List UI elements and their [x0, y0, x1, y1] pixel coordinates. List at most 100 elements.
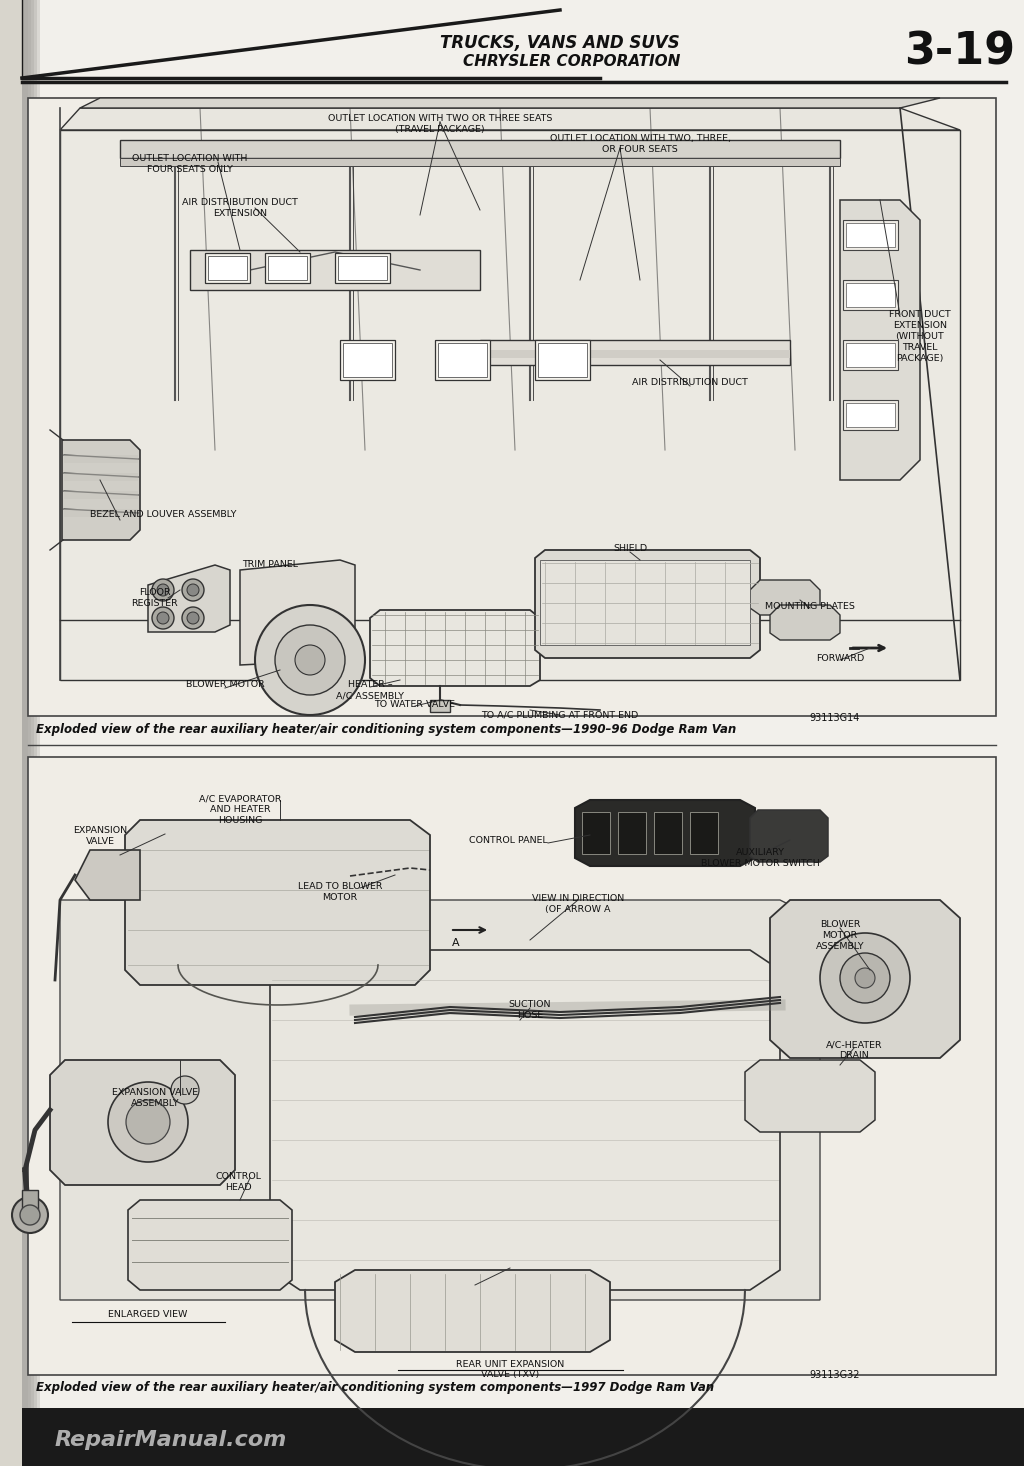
- Polygon shape: [75, 850, 140, 900]
- Polygon shape: [148, 564, 230, 632]
- Text: LEAD TO BLOWER
MOTOR: LEAD TO BLOWER MOTOR: [298, 883, 382, 902]
- Bar: [22, 0, 28, 1466]
- Text: SUCTION
HOSE: SUCTION HOSE: [509, 1000, 551, 1020]
- Bar: [430, 699, 450, 712]
- Bar: [846, 403, 895, 427]
- Bar: [338, 257, 387, 280]
- Bar: [843, 340, 898, 369]
- Polygon shape: [60, 108, 961, 130]
- Bar: [28, 756, 996, 1375]
- Text: A/C-HEATER
DRAIN: A/C-HEATER DRAIN: [825, 1039, 883, 1060]
- Text: TO A/C PLUMBING AT FRONT END: TO A/C PLUMBING AT FRONT END: [481, 710, 639, 718]
- Text: OUTLET LOCATION WITH TWO, THREE,
OR FOUR SEATS: OUTLET LOCATION WITH TWO, THREE, OR FOUR…: [550, 133, 730, 154]
- Circle shape: [108, 1082, 188, 1163]
- Circle shape: [187, 583, 199, 597]
- Polygon shape: [190, 251, 480, 290]
- Circle shape: [171, 1076, 199, 1104]
- Text: AIR DISTRIBUTION DUCT
EXTENSION: AIR DISTRIBUTION DUCT EXTENSION: [182, 198, 298, 218]
- Circle shape: [840, 953, 890, 1003]
- Bar: [690, 812, 718, 855]
- Bar: [268, 257, 307, 280]
- Bar: [22, 1407, 1024, 1466]
- Bar: [618, 812, 646, 855]
- Circle shape: [157, 611, 169, 625]
- Text: BLOWER
MOTOR
ASSEMBLY: BLOWER MOTOR ASSEMBLY: [816, 921, 864, 951]
- Polygon shape: [125, 819, 430, 985]
- Text: AUXILIARY
BLOWER MOTOR SWITCH: AUXILIARY BLOWER MOTOR SWITCH: [700, 847, 819, 868]
- Bar: [28, 98, 996, 715]
- Text: RepairManual.com: RepairManual.com: [55, 1429, 288, 1450]
- Text: FLOOR
REGISTER: FLOOR REGISTER: [132, 588, 178, 608]
- Polygon shape: [770, 605, 840, 641]
- Circle shape: [820, 932, 910, 1023]
- Bar: [63, 454, 138, 463]
- Text: Exploded view of the rear auxiliary heater/air conditioning system components—19: Exploded view of the rear auxiliary heat…: [36, 1381, 714, 1394]
- Bar: [435, 340, 490, 380]
- Circle shape: [855, 968, 874, 988]
- Circle shape: [20, 1205, 40, 1226]
- Bar: [22, 0, 40, 1466]
- Circle shape: [187, 611, 199, 625]
- Circle shape: [182, 579, 204, 601]
- Text: CHRYSLER CORPORATION: CHRYSLER CORPORATION: [463, 54, 680, 69]
- Bar: [343, 343, 392, 377]
- Polygon shape: [62, 440, 140, 539]
- Polygon shape: [60, 130, 961, 680]
- Text: ENLARGED VIEW: ENLARGED VIEW: [109, 1311, 187, 1319]
- Polygon shape: [480, 340, 790, 365]
- Text: A/C EVAPORATOR
AND HEATER
HOUSING: A/C EVAPORATOR AND HEATER HOUSING: [199, 795, 282, 825]
- Bar: [846, 283, 895, 306]
- Text: TRUCKS, VANS AND SUVS: TRUCKS, VANS AND SUVS: [440, 34, 680, 51]
- Text: 93113G32: 93113G32: [810, 1371, 860, 1380]
- Text: A: A: [453, 938, 460, 949]
- Text: EXPANSION VALVE
ASSEMBLY: EXPANSION VALVE ASSEMBLY: [112, 1088, 198, 1108]
- Polygon shape: [840, 199, 920, 479]
- Text: 3-19: 3-19: [904, 31, 1016, 73]
- Circle shape: [182, 607, 204, 629]
- Polygon shape: [575, 800, 755, 866]
- Polygon shape: [80, 98, 940, 108]
- Polygon shape: [270, 950, 780, 1290]
- Text: SHIELD: SHIELD: [613, 544, 647, 553]
- Circle shape: [255, 605, 365, 715]
- Text: HEATER –
A/C ASSEMBLY: HEATER – A/C ASSEMBLY: [336, 680, 404, 701]
- Text: REAR UNIT EXPANSION
VALVE (TXV): REAR UNIT EXPANSION VALVE (TXV): [456, 1360, 564, 1380]
- Text: OUTLET LOCATION WITH
FOUR SEATS ONLY: OUTLET LOCATION WITH FOUR SEATS ONLY: [132, 154, 248, 174]
- Polygon shape: [60, 900, 820, 1300]
- Polygon shape: [745, 1060, 874, 1132]
- Text: TO WATER VALVE: TO WATER VALVE: [375, 699, 456, 710]
- Text: FORWARD: FORWARD: [816, 654, 864, 663]
- Bar: [208, 257, 247, 280]
- Text: Exploded view of the rear auxiliary heater/air conditioning system components—19: Exploded view of the rear auxiliary heat…: [36, 724, 736, 736]
- Polygon shape: [750, 811, 828, 862]
- Bar: [340, 340, 395, 380]
- Text: CONTROL PANEL: CONTROL PANEL: [469, 836, 548, 844]
- Text: 93113G14: 93113G14: [810, 712, 860, 723]
- Bar: [846, 343, 895, 366]
- Bar: [654, 812, 682, 855]
- Circle shape: [295, 645, 325, 674]
- Bar: [335, 254, 390, 283]
- Text: FRONT DUCT
EXTENSION
(WITHOUT
TRAVEL
PACKAGE): FRONT DUCT EXTENSION (WITHOUT TRAVEL PAC…: [889, 309, 951, 364]
- Bar: [535, 340, 590, 380]
- Circle shape: [152, 607, 174, 629]
- Bar: [538, 343, 587, 377]
- Polygon shape: [128, 1201, 292, 1290]
- Text: CONTROL
HEAD: CONTROL HEAD: [215, 1171, 261, 1192]
- Bar: [22, 0, 34, 1466]
- Bar: [120, 158, 840, 166]
- Bar: [22, 1190, 38, 1209]
- Polygon shape: [335, 1270, 610, 1352]
- Bar: [846, 223, 895, 246]
- Bar: [63, 509, 138, 517]
- Circle shape: [152, 579, 174, 601]
- Bar: [63, 474, 138, 481]
- Text: TRIM PANEL: TRIM PANEL: [242, 560, 298, 569]
- Polygon shape: [770, 900, 961, 1058]
- Polygon shape: [240, 560, 355, 666]
- Text: EXPANSION
VALVE: EXPANSION VALVE: [73, 825, 127, 846]
- Text: VIEW IN DIRECTION
(OF ARROW A: VIEW IN DIRECTION (OF ARROW A: [531, 894, 624, 915]
- Circle shape: [157, 583, 169, 597]
- Bar: [582, 812, 610, 855]
- Bar: [205, 254, 250, 283]
